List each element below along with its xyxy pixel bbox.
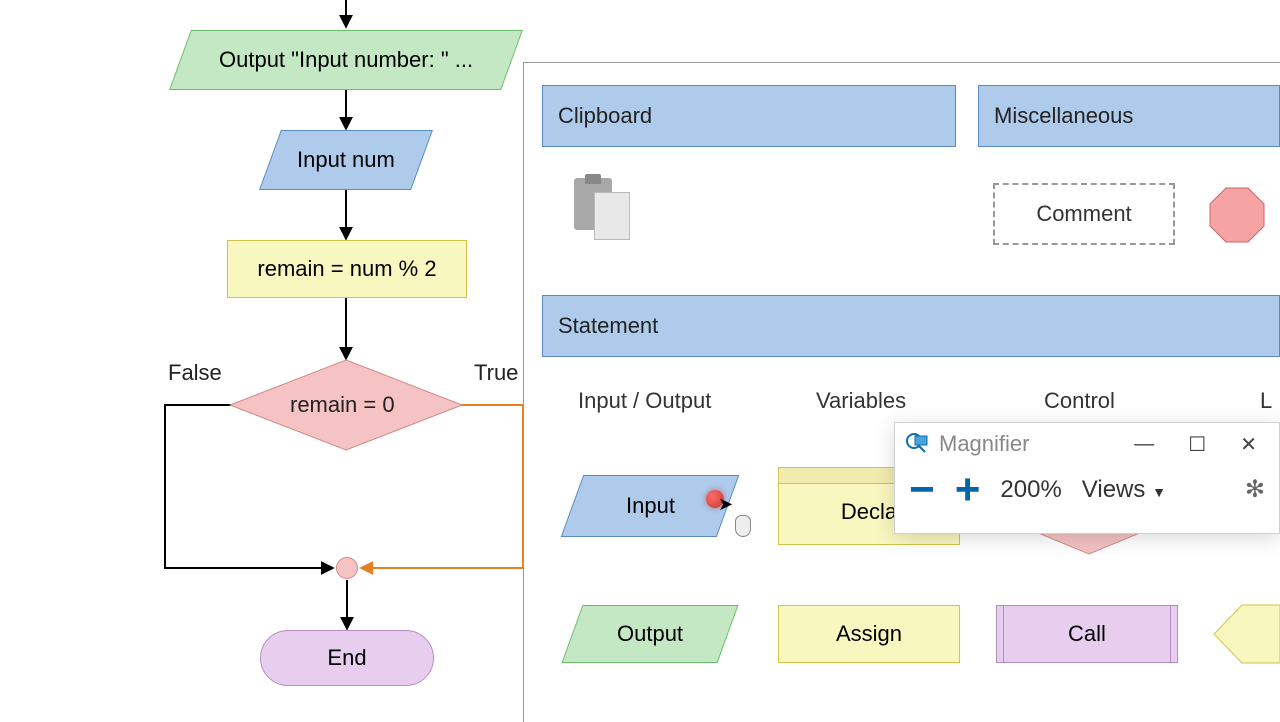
stop-octagon-icon[interactable] [1210,188,1264,242]
palette-output-label: Output [617,621,683,647]
magnifier-title: Magnifier [939,431,1029,457]
node-join[interactable] [336,557,358,579]
minimize-button[interactable]: — [1122,433,1166,456]
palette-call-shape[interactable]: Call [996,605,1178,663]
node-assign-remain[interactable]: remain = num % 2 [227,240,467,298]
section-misc: Miscellaneous [978,85,1280,147]
subsection-control: Control [1044,388,1115,414]
section-statement-title: Statement [558,313,658,339]
zoom-out-button[interactable]: − [909,479,935,501]
maximize-button[interactable]: ☐ [1176,432,1218,457]
decision-true-label: True [474,360,518,386]
cursor-arrow-icon: ➤ [718,494,733,515]
subsection-io: Input / Output [578,388,711,414]
node-input-num[interactable]: Input num [259,130,433,190]
comment-shape[interactable]: Comment [993,183,1175,245]
mouse-icon [735,515,751,537]
node-output-prompt[interactable]: Output "Input number: " ... [169,30,523,90]
zoom-level: 200% [1000,476,1061,504]
palette-assign-label: Assign [836,621,902,647]
palette-declare-label: Decla [841,499,897,525]
decision-false-label: False [168,360,222,386]
close-button[interactable]: ✕ [1228,432,1269,457]
node-assign-remain-label: remain = num % 2 [257,256,436,282]
views-dropdown[interactable]: Views ▼ [1082,476,1166,504]
zoom-in-button[interactable]: + [955,479,981,501]
section-misc-title: Miscellaneous [994,103,1133,129]
palette-loop-hexagon[interactable] [1214,605,1280,663]
palette-call-label: Call [1068,621,1106,647]
node-input-num-label: Input num [297,147,395,173]
palette-output-shape[interactable]: Output [561,605,738,663]
node-end[interactable]: End [260,630,434,686]
subsection-variables: Variables [816,388,906,414]
settings-gear-icon[interactable]: ✻ [1245,475,1265,504]
palette-input-label: Input [626,493,675,519]
palette-assign-shape[interactable]: Assign [778,605,960,663]
section-statement: Statement [542,295,1280,357]
node-decision-label: remain = 0 [290,392,395,418]
subsection-loop: L [1260,388,1272,414]
paste-icon[interactable] [574,178,634,248]
magnifier-app-icon [905,432,929,456]
section-clipboard: Clipboard [542,85,956,147]
chevron-down-icon: ▼ [1152,484,1166,500]
node-end-label: End [327,645,366,671]
comment-shape-label: Comment [1036,201,1131,227]
node-output-prompt-label: Output "Input number: " ... [219,47,473,73]
magnifier-window[interactable]: Magnifier — ☐ ✕ − + 200% Views ▼ ✻ [894,422,1280,534]
section-clipboard-title: Clipboard [558,103,652,129]
